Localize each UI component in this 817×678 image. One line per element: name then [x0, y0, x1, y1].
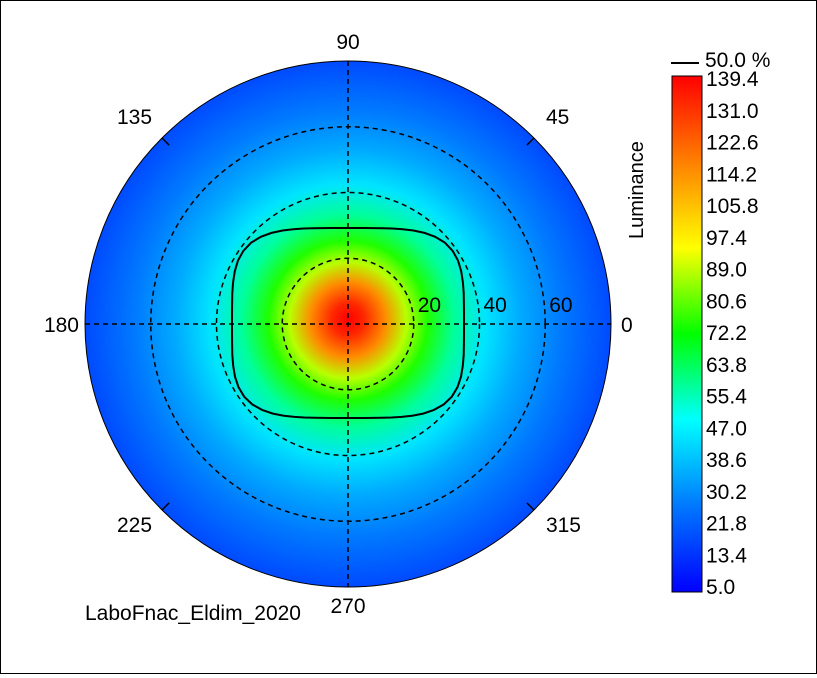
colorbar-gradient: [671, 75, 703, 593]
angle-tick-315: [526, 502, 535, 511]
colorbar-tick-21.8: 21.8: [706, 513, 747, 536]
colorbar-tick-72.2: 72.2: [706, 322, 747, 345]
colorbar-tick-47.0: 47.0: [706, 417, 747, 440]
contour-50-percent: [231, 227, 465, 419]
angle-label-135: 135: [117, 106, 152, 129]
angle-tick-135: [161, 137, 170, 146]
colorbar-tick-38.6: 38.6: [706, 449, 747, 472]
colorbar-tick-131.0: 131.0: [706, 100, 759, 123]
colorbar-tick-89.0: 89.0: [706, 259, 747, 282]
colorbar-tick-139.4: 139.4: [706, 68, 759, 91]
colorbar-tick-5.0: 5.0: [706, 576, 735, 599]
radial-tick-labels: 20 40 60: [418, 294, 573, 317]
angle-tick-labels: 0 45 90 135 180 225 270 315: [44, 31, 633, 618]
angle-tick-marks: [161, 137, 535, 511]
colorbar-tick-30.2: 30.2: [706, 481, 747, 504]
colorbar-tick-122.6: 122.6: [706, 132, 759, 155]
angle-label-225: 225: [117, 514, 152, 537]
radial-label-40: 40: [484, 294, 507, 317]
angle-label-270: 270: [330, 595, 365, 618]
colorbar-title: Luminance: [626, 141, 648, 239]
angle-label-315: 315: [546, 514, 581, 537]
angle-tick-225: [161, 502, 170, 511]
colorbar-tick-97.4: 97.4: [706, 227, 747, 250]
angular-grid: [85, 61, 611, 587]
angle-label-180: 180: [44, 314, 79, 337]
colorbar-tick-13.4: 13.4: [706, 544, 747, 567]
angle-tick-45: [526, 137, 535, 146]
radial-label-20: 20: [418, 294, 441, 317]
colorbar-tick-80.6: 80.6: [706, 290, 747, 313]
angle-label-0: 0: [621, 314, 633, 337]
colorbar-tick-labels: 139.4 131.0 122.6 114.2 105.8 97.4 89.0 80.6 72.…: [706, 68, 759, 599]
colorbar-tick-114.2: 114.2: [706, 163, 757, 186]
colorbar-tick-55.4: 55.4: [706, 386, 747, 409]
colorbar: 50.0 % 139.4 131.0 122.6 114.2 105.8 97.4 89.0…: [626, 49, 770, 599]
contour-legend-label: 50.0 %: [705, 49, 770, 72]
radial-grid-circle-40: [215, 191, 481, 457]
colorbar-tick-105.8: 105.8: [706, 195, 759, 218]
colorbar-tick-63.8: 63.8: [706, 354, 747, 377]
polar-plot: 20 40 60 0 45 90 135 180 225 270 315: [44, 31, 633, 618]
radial-label-60: 60: [549, 294, 572, 317]
footer-label: LaboFnac_Eldim_2020: [85, 602, 301, 625]
angle-label-45: 45: [546, 106, 569, 129]
angle-label-90: 90: [336, 31, 359, 54]
